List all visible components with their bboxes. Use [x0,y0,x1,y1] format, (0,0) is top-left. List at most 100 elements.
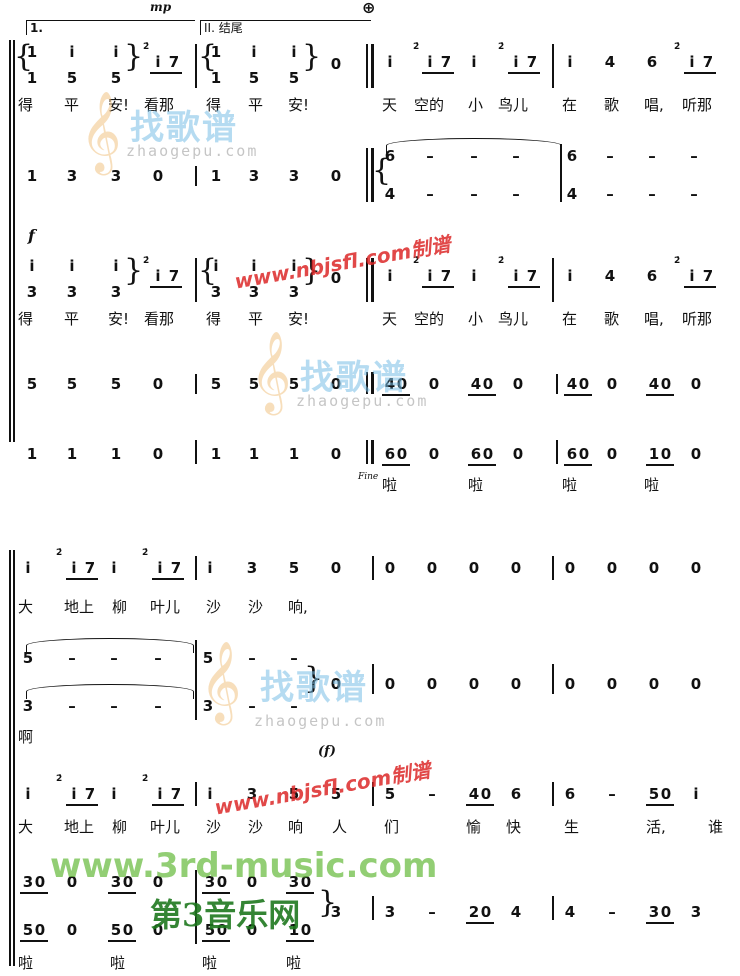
note: i [69,43,75,61]
tie-arc [26,684,194,699]
note: i [113,257,119,275]
note: 3 [110,283,122,301]
lyric: 愉 [466,818,482,836]
note: i [689,53,695,71]
dash: – [608,903,616,921]
lyric: 平 [248,310,264,328]
rest: 0 [426,559,438,577]
rest: 0 [330,55,342,73]
note: 3 [288,167,300,185]
note: 3 [288,283,300,301]
note: 7 [84,785,96,803]
rest: 0 [564,675,576,693]
note: 5 [204,921,216,939]
double-barline-2 [371,44,374,88]
note: 5 [22,921,34,939]
dash: – [512,185,520,203]
note: i [251,43,257,61]
rest: 0 [216,921,228,939]
rest: 0 [330,375,342,393]
rest: 0 [300,921,312,939]
double-barline [366,258,368,302]
grace-note: 2̇ [143,256,150,266]
rest: 0 [482,445,494,463]
lyric: 沙 [248,818,264,836]
note: 6 [646,267,658,285]
note: i [69,257,75,275]
lyric: 啦 [644,476,660,494]
system1-bracket-line-2 [13,40,15,442]
treble-clef-watermark: 𝄞 [200,640,242,722]
note: i [155,53,161,71]
lyric: 得 [206,310,222,328]
lyric: 啦 [468,476,484,494]
note: 4 [648,375,660,393]
beam [152,578,184,580]
lyric: 听那 [682,96,713,114]
lyric: 沙 [248,598,264,616]
dash: – [690,185,698,203]
barline [552,664,554,694]
note: 5 [66,69,78,87]
lyric: 地上 [64,598,95,616]
beam [202,940,230,942]
beam [286,892,314,894]
barline [195,870,197,944]
note: 4 [468,785,480,803]
barline [552,782,554,806]
rest: 0 [660,903,672,921]
barline [372,896,374,920]
note: i [387,267,393,285]
note: i [567,53,573,71]
barline [372,782,374,806]
double-barline-2 [371,258,374,302]
note: 4 [470,375,482,393]
double-barline-2 [371,372,374,394]
lyric: 啦 [286,954,302,972]
dash: – [290,697,298,715]
grace-note: 2̇ [498,42,505,52]
lyric: 在 [562,96,578,114]
dash: – [154,697,162,715]
lyric: 安! [288,310,310,328]
barline [372,664,374,694]
rest: 0 [468,559,480,577]
double-barline [366,372,368,394]
note: 5 [648,785,660,803]
note: i [25,785,31,803]
note: 1 [66,445,78,463]
lyric: 安! [108,310,130,328]
note: 3 [330,903,342,921]
note: 1 [288,921,300,939]
beam [382,394,410,396]
brace-close: } [124,253,144,288]
note: i [291,43,297,61]
beam [66,578,98,580]
rest: 0 [330,445,342,463]
dash: – [68,697,76,715]
double-barline [366,44,368,88]
barline [552,258,554,302]
lyric: 鸟儿 [498,96,529,114]
rest: 0 [578,445,590,463]
lyric: 鸟儿 [498,310,529,328]
barline [552,896,554,920]
note: 3 [22,873,34,891]
note: 5 [248,69,260,87]
volta-1-label: 1. [30,21,43,35]
grace-note: 2̇ [674,256,681,266]
note: 6 [566,445,578,463]
note: 3 [248,283,260,301]
note: i [157,559,163,577]
dash: – [248,697,256,715]
dash: – [470,185,478,203]
note: 5 [288,69,300,87]
dash: – [426,185,434,203]
lyric: 小 [468,310,484,328]
beam [108,940,136,942]
beam [646,464,674,466]
lyric: 得 [18,310,34,328]
lyric: 大 [18,818,34,836]
treble-clef-watermark: 𝄞 [250,330,292,412]
